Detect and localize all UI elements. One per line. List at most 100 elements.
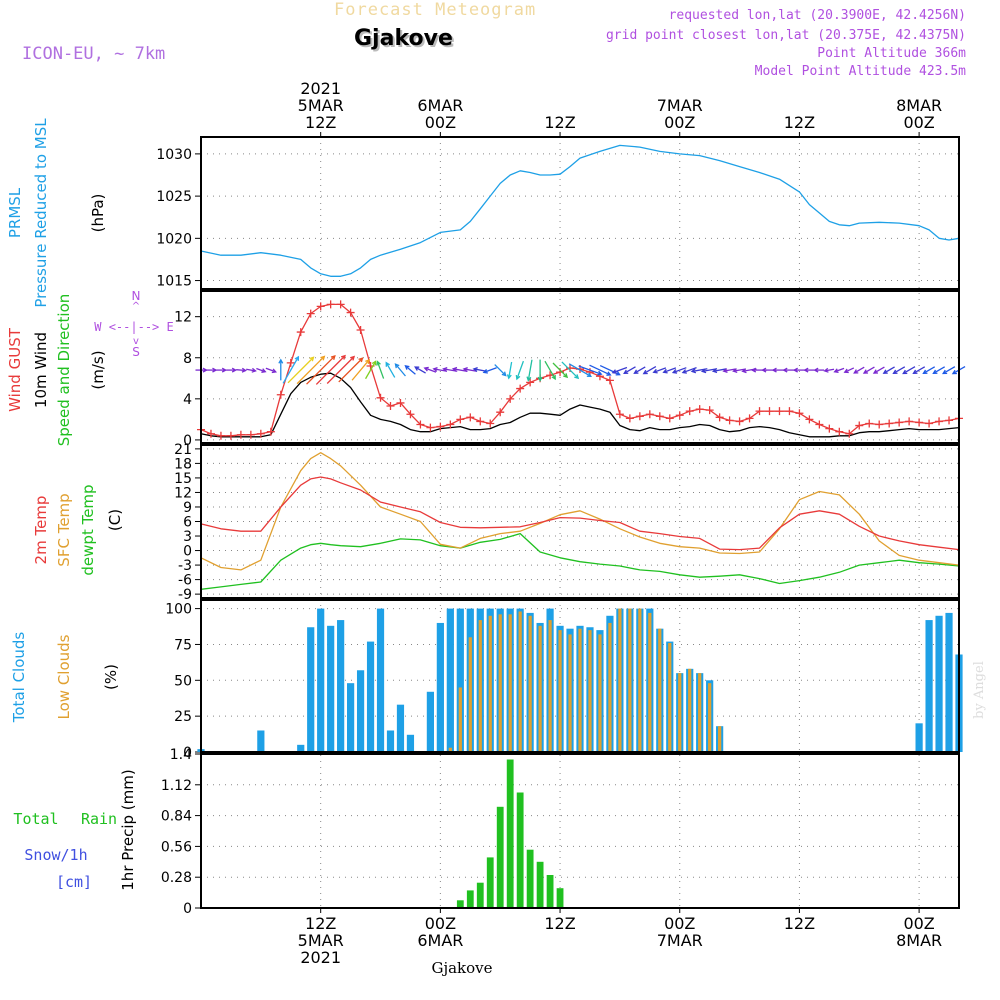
wind-arrow <box>589 364 611 376</box>
low-cloud-bar <box>648 612 652 752</box>
gust-marker <box>735 417 744 426</box>
wind-arrow-head <box>574 374 580 380</box>
wind-arrow-head <box>365 358 370 364</box>
wind-arrow <box>933 366 946 374</box>
wind-arrow-head <box>741 368 747 374</box>
gust-marker <box>655 412 664 421</box>
wind-arrow-head <box>231 367 238 373</box>
wind-arrow <box>315 355 346 385</box>
wind-arrow-head <box>942 369 948 375</box>
wind-arrow-head <box>221 367 228 373</box>
gust-marker <box>266 427 275 436</box>
gust-marker <box>845 429 854 438</box>
rain-bar <box>486 857 494 908</box>
gust-marker <box>476 417 485 426</box>
gust-marker <box>645 410 654 419</box>
time-label-top: 8MAR <box>896 96 942 115</box>
wind-arrow-head <box>482 368 488 374</box>
low-cloud-bar <box>598 634 602 752</box>
time-label-bottom: 00Z <box>664 914 695 933</box>
wind-arrow-head <box>537 376 543 382</box>
gust-marker <box>895 418 904 427</box>
gust-marker <box>336 300 345 309</box>
gust-marker <box>755 407 764 416</box>
time-label-top: 5MAR <box>298 96 344 115</box>
gust-marker <box>326 300 335 309</box>
wind-arrow-head <box>563 373 569 379</box>
gust-marker <box>615 410 624 419</box>
total-cloud-bar <box>347 683 355 752</box>
wind-arrow-head <box>642 369 648 375</box>
time-label-top: 00Z <box>664 113 695 132</box>
low-cloud-bar <box>458 687 462 752</box>
gust-marker <box>825 424 834 433</box>
gust-marker <box>765 407 774 416</box>
wind-arrow <box>236 369 246 372</box>
total-cloud-bar <box>935 615 943 752</box>
wind-arrow <box>672 367 687 374</box>
low-cloud-bar <box>558 630 562 752</box>
label-prmsl: PRMSL <box>6 187 24 238</box>
wind-arrow-head <box>330 354 336 360</box>
gust-marker <box>635 412 644 421</box>
gust-marker <box>725 416 734 425</box>
rain-bar <box>536 861 544 908</box>
time-label-bottom: 12Z <box>784 914 815 933</box>
wind-arrow-head <box>350 355 356 361</box>
rain-bar <box>456 900 464 908</box>
gust-marker <box>605 376 614 385</box>
total-cloud-bar <box>456 608 464 752</box>
wind-arrow-head <box>882 369 888 374</box>
wind-arrow <box>923 366 936 374</box>
low-cloud-bar <box>448 747 452 752</box>
total-cloud-bar <box>307 627 315 752</box>
time-label-bottom: 7MAR <box>657 931 703 950</box>
model-label: ICON-EU, ~ 7km <box>22 44 166 64</box>
total-cloud-bar <box>945 612 953 752</box>
time-label-top: 6MAR <box>417 96 463 115</box>
y-tick-label: 1020 <box>156 231 192 247</box>
y-tick-label: 3 <box>183 529 192 545</box>
wind-arrow <box>508 361 513 379</box>
total-cloud-bar <box>366 641 375 752</box>
footer-station: Gjakove <box>431 959 492 977</box>
total-cloud-bar <box>925 620 933 752</box>
wind-arrow-head <box>862 369 869 374</box>
wind-arrow <box>561 361 579 379</box>
rain-bar <box>556 888 564 908</box>
low-cloud-bar <box>708 683 712 752</box>
wind-arrow-head <box>771 367 777 373</box>
label-rain: Rain <box>81 810 117 828</box>
wind-arrow <box>893 366 906 374</box>
gust-marker <box>286 358 295 367</box>
wind-arrow-head <box>501 371 507 377</box>
total-cloud-bar <box>317 608 325 752</box>
wind-arrow-head <box>278 358 284 364</box>
wind-arrow <box>942 366 956 375</box>
label-wind-unit: (m/s) <box>89 350 107 389</box>
wind-arrow <box>494 364 507 377</box>
y-tick-label: 6 <box>183 515 192 531</box>
gust-marker <box>296 328 305 337</box>
gust-marker <box>426 423 435 432</box>
point-altitude: Point Altitude 366m <box>817 46 966 61</box>
gust-marker <box>496 408 505 417</box>
panel-frame <box>200 753 960 909</box>
gridpoint-coords: grid point closest lon,lat (20.375E, 42.… <box>605 28 966 43</box>
wind-arrow-head <box>261 368 267 373</box>
wind-arrow <box>824 368 835 372</box>
wind-arrow-head <box>750 367 757 373</box>
low-cloud-bar <box>518 611 522 752</box>
wind-arrow-head <box>700 368 707 374</box>
gust-marker <box>855 421 864 430</box>
wind-arrow-head <box>922 369 928 375</box>
y-tick-label: 1015 <box>156 274 192 290</box>
wind-arrow-head <box>823 367 829 373</box>
low-cloud-bar <box>568 634 572 752</box>
compass-south: S <box>132 345 140 359</box>
wind-arrow <box>702 368 718 373</box>
label-pressure-msl: Pressure Reduced to MSL <box>32 118 50 308</box>
y-tick-label: 15 <box>174 471 192 487</box>
y-tick-label: 9 <box>183 500 192 516</box>
wind-arrow-head <box>803 367 809 373</box>
